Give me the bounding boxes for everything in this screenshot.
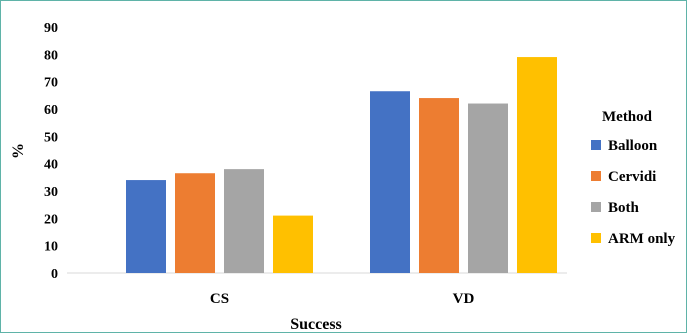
- y-tick-label: 50: [44, 130, 58, 145]
- y-tick-label: 60: [44, 103, 58, 118]
- legend-title: Method: [602, 109, 653, 125]
- bar-vd-both: [468, 103, 508, 274]
- bar-vd-cervidi: [419, 98, 459, 273]
- legend-swatch: [591, 140, 601, 150]
- y-tick-label: 30: [44, 185, 58, 200]
- legend-label: Cervidi: [608, 169, 656, 185]
- y-tick-label: 20: [44, 212, 58, 227]
- x-axis-title: Success: [290, 316, 342, 333]
- y-tick-label: 90: [44, 21, 58, 36]
- y-axis-ticks: 0 10 20 30 40 50 60 70 80 90: [44, 21, 58, 282]
- bar-cs-arm-only: [273, 215, 313, 273]
- y-tick-label: 80: [44, 48, 58, 63]
- y-tick-label: 40: [44, 158, 58, 173]
- bar-vd-balloon: [370, 91, 410, 273]
- bar-cs-both: [224, 169, 264, 273]
- legend-label: Balloon: [608, 138, 658, 154]
- legend-swatch: [591, 171, 601, 181]
- category-label: CS: [210, 291, 229, 307]
- legend-label: Both: [608, 200, 640, 216]
- y-tick-label: 10: [44, 240, 58, 255]
- legend: Method Balloon Cervidi Both ARM only: [591, 109, 676, 247]
- bar-cs-cervidi: [175, 173, 215, 273]
- y-axis-title: %: [10, 143, 27, 159]
- legend-swatch: [591, 233, 601, 243]
- category-labels: CS VD: [210, 291, 475, 307]
- category-label: VD: [453, 291, 475, 307]
- bars: [126, 57, 557, 274]
- bar-cs-balloon: [126, 180, 166, 273]
- bar-vd-arm-only: [517, 57, 557, 273]
- y-tick-label: 70: [44, 76, 58, 91]
- legend-swatch: [591, 202, 601, 212]
- y-tick-label: 0: [51, 267, 58, 282]
- legend-label: ARM only: [608, 231, 676, 247]
